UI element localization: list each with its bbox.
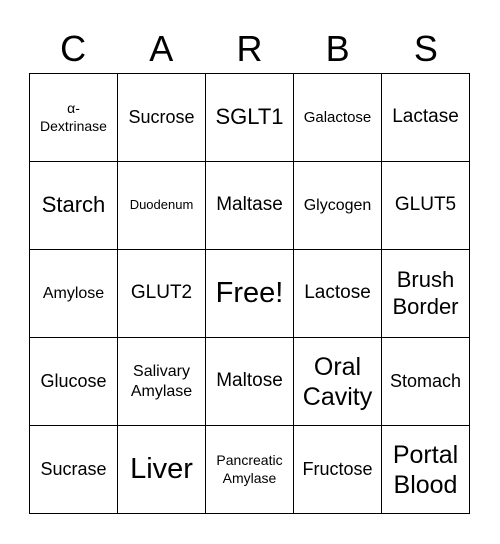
- cell-label: Stomach: [389, 371, 462, 392]
- bingo-cell[interactable]: Amylose: [30, 250, 118, 338]
- cell-label: GLUT2: [130, 282, 193, 304]
- bingo-cell[interactable]: Galactose: [294, 74, 382, 162]
- cell-label: SGLT1: [215, 104, 284, 130]
- cell-label: Salivary Amylase: [130, 363, 193, 400]
- bingo-cell[interactable]: Sucrose: [118, 74, 206, 162]
- bingo-cell[interactable]: Duodenum: [118, 162, 206, 250]
- cell-label: Portal Blood: [392, 440, 459, 499]
- header-letter-s: S: [413, 28, 438, 69]
- cell-label: Sucrose: [128, 107, 195, 128]
- cell-label: α-Dextrinase: [40, 100, 107, 134]
- header-letter-c: C: [60, 28, 87, 69]
- bingo-cell[interactable]: Glycogen: [294, 162, 382, 250]
- bingo-cell[interactable]: GLUT2: [118, 250, 206, 338]
- bingo-cell[interactable]: Maltase: [206, 162, 294, 250]
- cell-label: Pancreatic Amylase: [216, 452, 283, 486]
- free-space[interactable]: Free!: [206, 250, 294, 338]
- cell-label: Glycogen: [303, 196, 372, 214]
- cell-label: Lactose: [304, 282, 371, 304]
- cell-label: Maltase: [216, 194, 283, 216]
- cell-label: GLUT5: [394, 194, 457, 216]
- bingo-cell[interactable]: α-Dextrinase: [30, 74, 118, 162]
- bingo-cell[interactable]: Sucrase: [30, 426, 118, 514]
- cell-label: Lactase: [392, 106, 459, 128]
- header-letter-b: B: [325, 28, 350, 69]
- cell-label: Brush Border: [392, 267, 459, 319]
- bingo-cell[interactable]: Starch: [30, 162, 118, 250]
- bingo-cell[interactable]: Salivary Amylase: [118, 338, 206, 426]
- bingo-cell[interactable]: Pancreatic Amylase: [206, 426, 294, 514]
- bingo-cell[interactable]: Brush Border: [382, 250, 470, 338]
- cell-label: Galactose: [303, 108, 372, 126]
- bingo-cell[interactable]: SGLT1: [206, 74, 294, 162]
- cell-label: Glucose: [40, 371, 107, 392]
- bingo-cell[interactable]: Lactose: [294, 250, 382, 338]
- cell-label: Fructose: [302, 459, 373, 480]
- cell-label: Sucrase: [40, 459, 107, 480]
- cell-label: Liver: [130, 453, 193, 486]
- header-letter-a: A: [149, 28, 174, 69]
- bingo-cell[interactable]: Stomach: [382, 338, 470, 426]
- bingo-cell[interactable]: Lactase: [382, 74, 470, 162]
- bingo-cell[interactable]: Maltose: [206, 338, 294, 426]
- bingo-board: α-Dextrinase Sucrose SGLT1 Galactose Lac…: [29, 73, 470, 514]
- cell-label: Starch: [41, 192, 106, 218]
- cell-label: Amylose: [42, 284, 105, 302]
- bingo-cell[interactable]: Oral Cavity: [294, 338, 382, 426]
- bingo-header: C A R B S: [29, 24, 470, 74]
- bingo-cell[interactable]: Fructose: [294, 426, 382, 514]
- cell-label: Duodenum: [129, 197, 194, 213]
- cell-label: Oral Cavity: [302, 352, 373, 411]
- cell-label: Maltose: [216, 370, 283, 392]
- bingo-cell[interactable]: Glucose: [30, 338, 118, 426]
- header-letter-r: R: [236, 28, 263, 69]
- cell-label: Free!: [215, 277, 284, 310]
- bingo-cell[interactable]: Liver: [118, 426, 206, 514]
- bingo-cell[interactable]: Portal Blood: [382, 426, 470, 514]
- bingo-cell[interactable]: GLUT5: [382, 162, 470, 250]
